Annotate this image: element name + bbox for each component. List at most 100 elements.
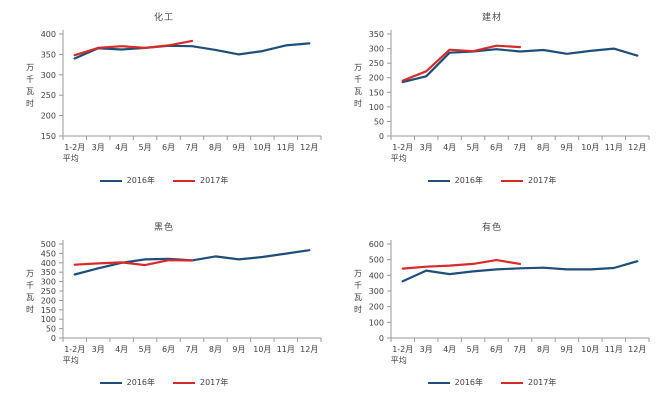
- chart-legend: 2016年 2017年: [0, 377, 328, 388]
- y-tick-label: 150: [41, 132, 56, 141]
- legend-label-2017: 2017年: [528, 176, 557, 185]
- x-tick-label: 11月: [277, 143, 295, 152]
- series-line-2017年: [73, 39, 194, 57]
- x-tick-label: 1-2月: [64, 143, 85, 152]
- legend-line-2016-icon: [427, 381, 450, 384]
- y-tick-label: 100: [41, 315, 56, 324]
- x-tick-label: 11月: [277, 345, 295, 354]
- y-tick-label: 350: [41, 50, 56, 59]
- y-tick-label: 350: [41, 268, 56, 277]
- legend-label-2016: 2016年: [126, 176, 155, 185]
- legend-label-2016: 2016年: [126, 378, 155, 387]
- legend-label-2017: 2017年: [200, 176, 229, 185]
- x-tick-label: 8月: [537, 345, 550, 354]
- y-tick-label: 500: [369, 256, 384, 265]
- y-tick-label: 0: [379, 334, 384, 343]
- y-tick-label: 50: [374, 117, 384, 126]
- y-tick-label: 150: [41, 306, 56, 315]
- x-tick-label: 7月: [185, 143, 198, 152]
- chart-title: 有色: [481, 223, 502, 233]
- x-tick-label-line2: 平均: [391, 355, 407, 365]
- x-tick-label: 6月: [490, 143, 503, 152]
- chart-jiancai: 建材 0 50 100 150 200 250 300 350 1-2月 平均 3月 4月 5月 6月 7月…: [328, 0, 656, 202]
- y-tick-label: 300: [41, 71, 56, 80]
- x-tick-label: 1-2月: [64, 345, 85, 354]
- legend-item-2016: 2016年: [427, 175, 483, 186]
- y-tick-label: 200: [369, 303, 384, 312]
- series-line-2016年: [401, 260, 639, 283]
- y-axis-title-char: 时: [354, 98, 362, 108]
- legend-item-2017: 2017年: [501, 175, 556, 186]
- y-axis-title-char: 万: [354, 269, 362, 278]
- y-axis-title-char: 瓦: [354, 87, 362, 96]
- y-axis-title-char: 万: [354, 63, 362, 72]
- legend-line-2017-icon: [173, 381, 195, 384]
- y-tick-label: 200: [41, 112, 56, 121]
- legend-item-2016: 2016年: [99, 377, 155, 388]
- legend-label-2016: 2016年: [454, 378, 483, 387]
- chart-title: 黑色: [153, 223, 174, 233]
- y-tick-label: 250: [41, 287, 56, 296]
- y-axis-title-char: 千: [354, 280, 362, 290]
- x-tick-label: 10月: [581, 143, 599, 152]
- x-tick-label: 9月: [232, 143, 245, 152]
- y-axis-title-char: 瓦: [354, 293, 362, 302]
- y-tick-label: 600: [369, 240, 384, 249]
- chart-huagong: 化工 150 200 250 300 350 400 1-2月 平均 3月 4月 5月 6月 7月 8月 9…: [0, 0, 328, 202]
- legend-line-2016-icon: [99, 381, 122, 384]
- x-tick-label-line2: 平均: [63, 153, 79, 163]
- x-tick-label: 3月: [92, 345, 105, 354]
- chart-legend: 2016年 2017年: [328, 175, 656, 186]
- x-tick-label: 12月: [628, 345, 646, 354]
- x-tick-label: 8月: [209, 345, 222, 354]
- x-tick-label: 3月: [420, 143, 433, 152]
- x-tick-label: 3月: [92, 143, 105, 152]
- x-tick-label: 4月: [115, 143, 128, 152]
- x-tick-label: 10月: [581, 345, 599, 354]
- legend-item-2016: 2016年: [427, 377, 483, 388]
- x-tick-label: 6月: [490, 345, 503, 354]
- y-tick-label: 400: [41, 30, 56, 39]
- x-tick-label: 7月: [185, 345, 198, 354]
- y-axis-title-char: 千: [26, 74, 34, 84]
- chart-legend: 2016年 2017年: [328, 377, 656, 388]
- legend-item-2017: 2017年: [173, 175, 228, 186]
- x-tick-label: 9月: [232, 345, 245, 354]
- y-tick-label: 400: [41, 259, 56, 268]
- legend-item-2017: 2017年: [501, 377, 556, 388]
- x-tick-label: 12月: [628, 143, 646, 152]
- x-tick-label: 12月: [300, 143, 318, 152]
- y-axis-title-char: 千: [26, 280, 34, 290]
- y-tick-label: 200: [41, 296, 56, 305]
- y-tick-label: 350: [369, 30, 384, 39]
- x-tick-label: 4月: [443, 143, 456, 152]
- x-tick-label-line2: 平均: [63, 355, 79, 365]
- x-tick-label: 11月: [605, 143, 623, 152]
- x-tick-label: 5月: [139, 143, 152, 152]
- y-tick-label: 500: [41, 240, 56, 249]
- x-tick-label: 1-2月: [392, 143, 413, 152]
- y-tick-label: 300: [369, 45, 384, 54]
- y-axis-title-char: 万: [26, 63, 34, 72]
- legend-item-2016: 2016年: [99, 175, 155, 186]
- x-tick-label: 6月: [162, 143, 175, 152]
- y-tick-label: 400: [369, 271, 384, 280]
- y-axis-title-char: 万: [26, 269, 34, 278]
- x-tick-label: 11月: [605, 345, 623, 354]
- legend-label-2017: 2017年: [200, 378, 229, 387]
- y-tick-label: 450: [41, 249, 56, 258]
- series-line-2017年: [401, 258, 522, 270]
- y-tick-label: 100: [369, 318, 384, 327]
- y-tick-label: 0: [379, 132, 384, 141]
- legend-item-2017: 2017年: [173, 377, 228, 388]
- series-line-2016年: [401, 47, 639, 84]
- x-tick-label: 3月: [420, 345, 433, 354]
- chart-legend: 2016年 2017年: [0, 175, 328, 186]
- y-tick-label: 0: [51, 334, 56, 343]
- x-tick-label-line2: 平均: [391, 153, 407, 163]
- x-tick-label: 5月: [467, 345, 480, 354]
